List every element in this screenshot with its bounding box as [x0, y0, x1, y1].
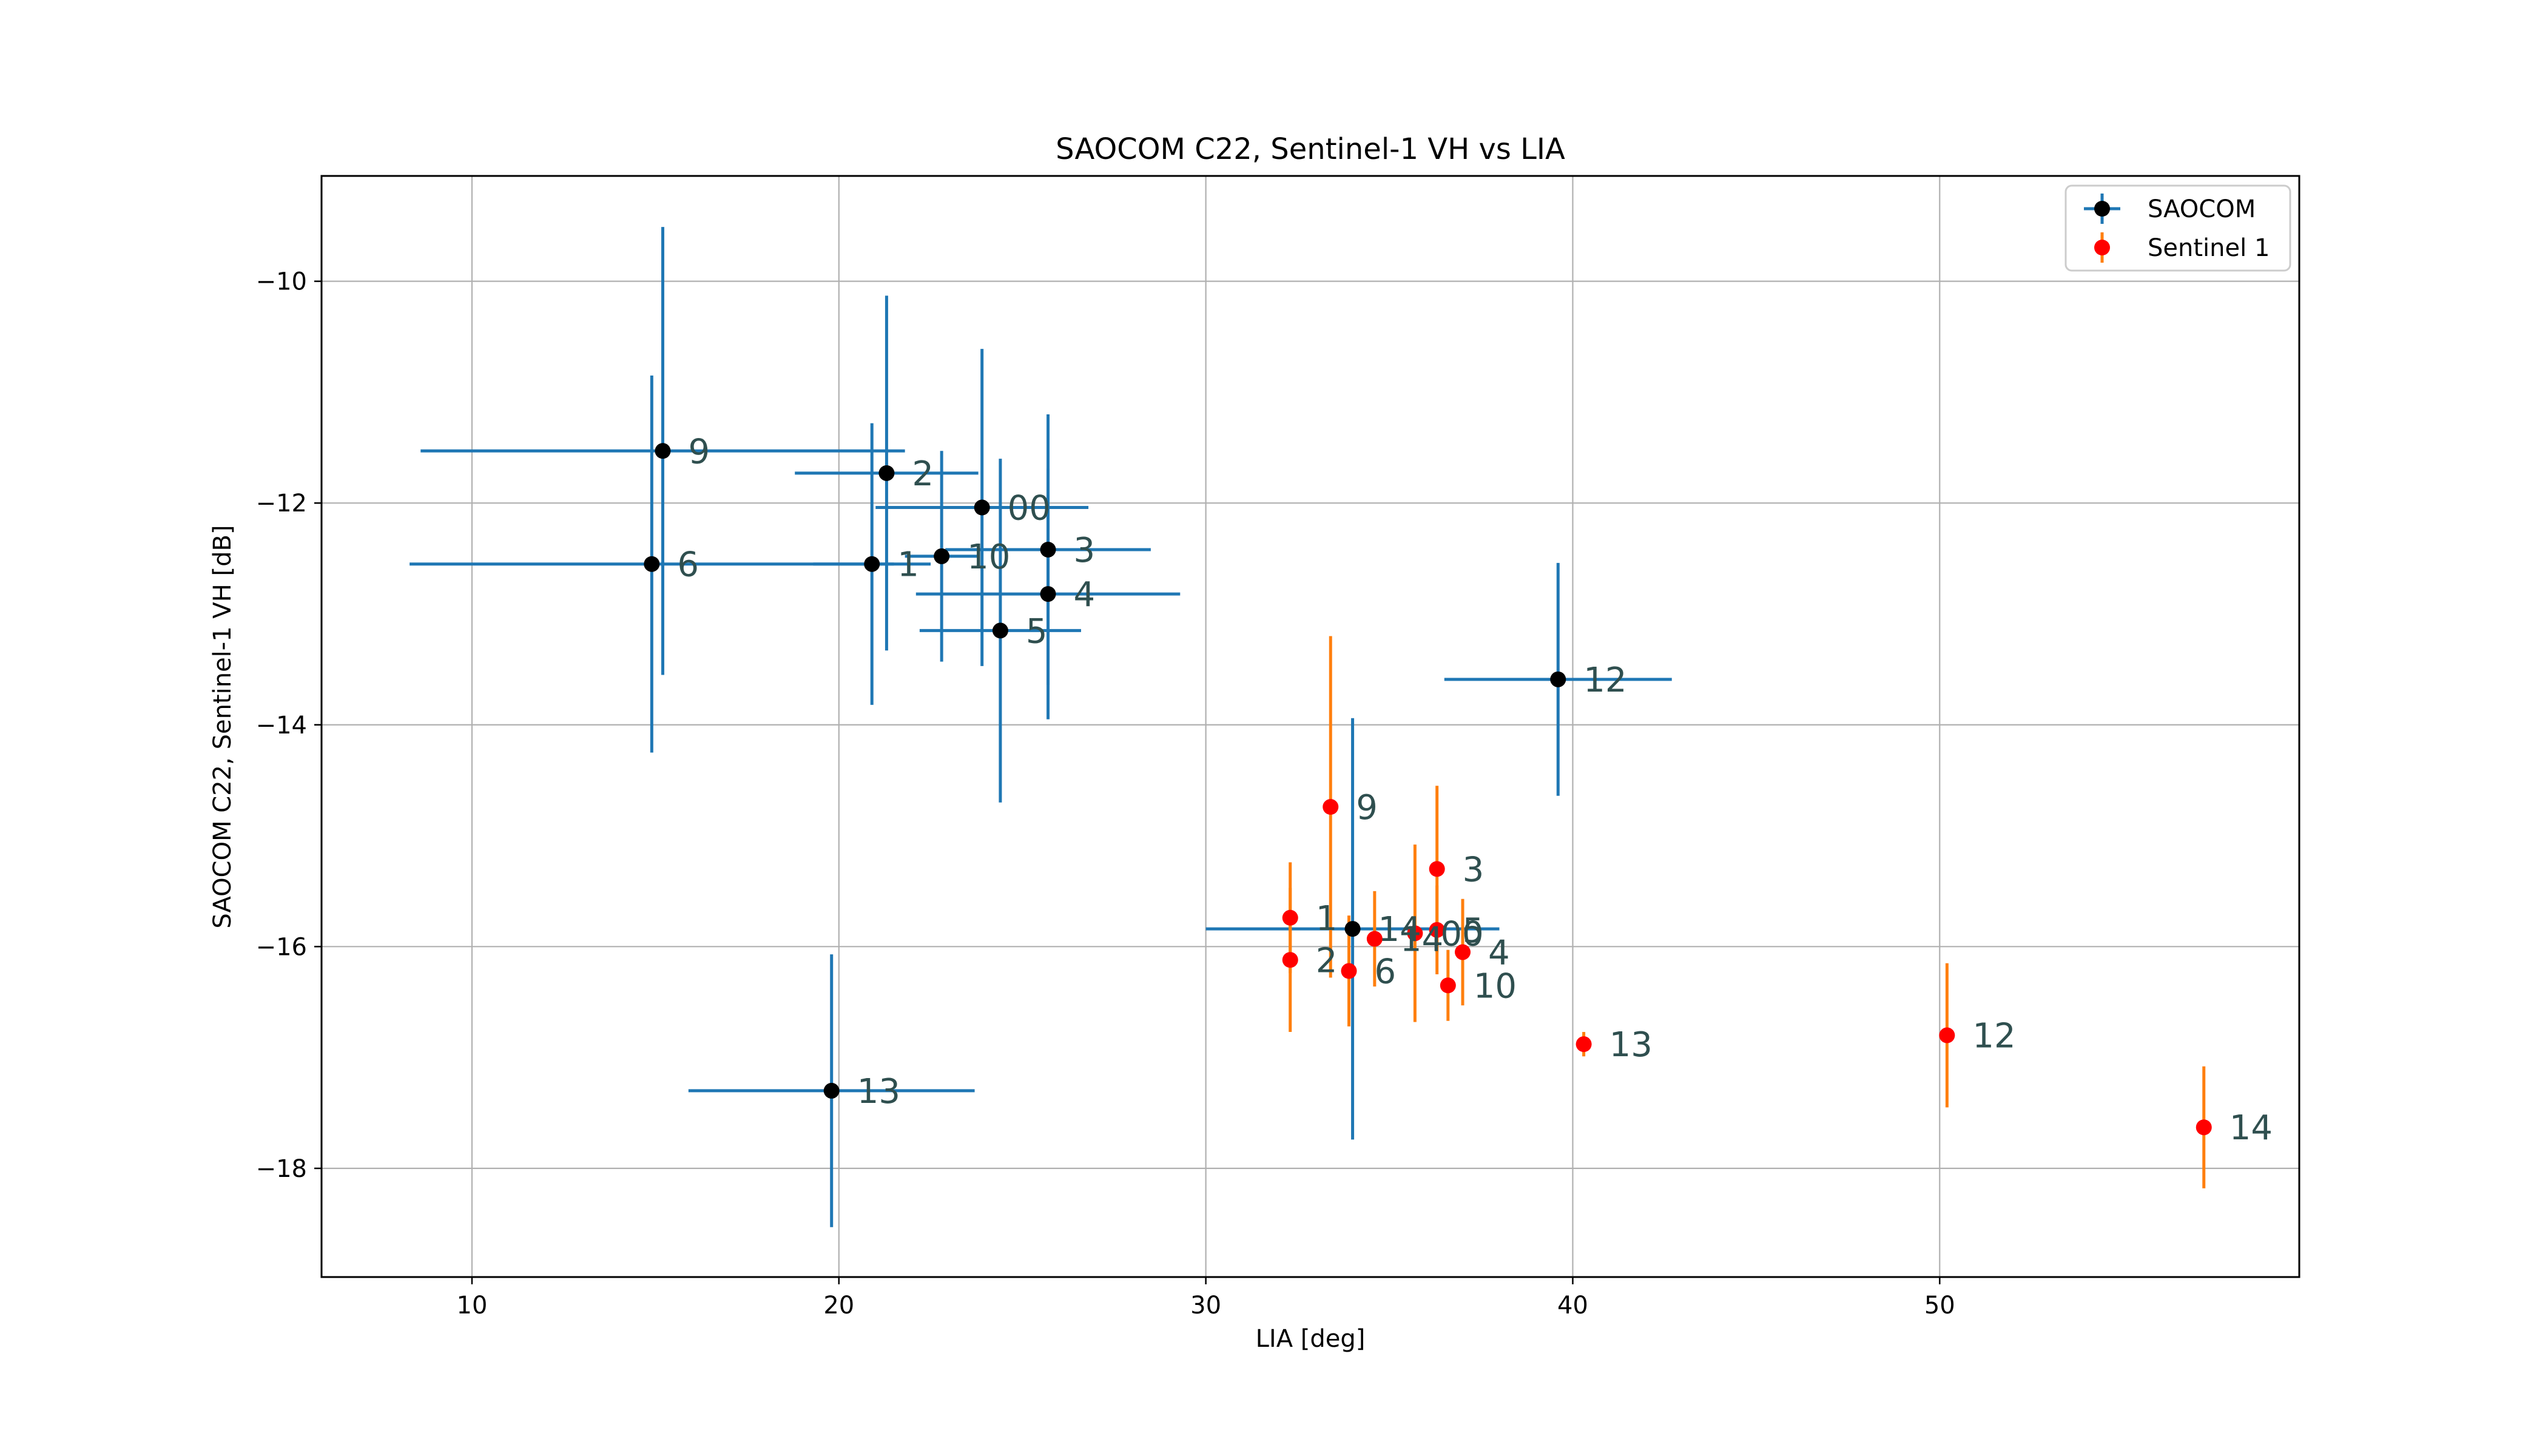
saocom-point-marker	[823, 1082, 840, 1099]
sentinel-point-marker	[1440, 977, 1456, 994]
sentinel-point-label: 6	[1375, 952, 1397, 992]
x-axis-label: LIA [deg]	[1256, 1325, 1366, 1353]
sentinel-point-marker	[1282, 909, 1298, 926]
saocom-point-marker	[934, 548, 950, 564]
sentinel-point-label: 3	[1463, 850, 1485, 889]
sentinel-point-label: 9	[1356, 788, 1378, 827]
saocom-point-label: 2	[912, 454, 934, 494]
x-tick-label: 10	[457, 1292, 488, 1320]
sentinel-point-label: 12	[1972, 1017, 2015, 1056]
y-tick-label: −16	[256, 933, 307, 961]
sentinel-point-marker	[1407, 925, 1423, 942]
sentinel-point-label: 14	[2230, 1108, 2273, 1148]
y-axis-label: SAOCOM C22, Sentinel-1 VH [dB]	[209, 525, 237, 928]
sentinel-point-label: 10	[1474, 966, 1517, 1006]
saocom-point-marker	[655, 443, 671, 459]
x-tick-label: 50	[1924, 1292, 1955, 1320]
data-markers	[644, 443, 2212, 1136]
sentinel-point-marker	[1455, 944, 1471, 960]
sentinel-point-marker	[1366, 931, 1383, 947]
axis-ticks: 10 20 30 40 50 −10 −12 −14 −16 −18	[256, 268, 1955, 1320]
saocom-point-marker	[992, 622, 1008, 639]
sentinel-point-label: 4	[1488, 933, 1510, 972]
legend-sentinel-marker	[2094, 240, 2110, 255]
legend-label-sentinel-1: Sentinel 1	[2148, 234, 2270, 262]
saocom-point-marker	[1040, 541, 1056, 558]
saocom-point-label: 5	[1026, 612, 1048, 651]
saocom-point-label: 1	[897, 545, 919, 585]
saocom-point-label: 9	[688, 432, 710, 471]
saocom-point-label: 14	[1378, 910, 1421, 949]
sentinel-point-marker	[1323, 799, 1339, 815]
saocom-point-marker	[644, 556, 660, 572]
saocom-point-label: 00	[1008, 489, 1051, 528]
sentinel-point-label: 5	[1463, 911, 1485, 951]
legend: SAOCOM Sentinel 1	[2064, 184, 2291, 272]
sentinel-point-marker	[1429, 922, 1445, 938]
saocom-point-label: 12	[1583, 661, 1626, 700]
legend-saocom-marker	[2094, 201, 2110, 217]
chart-title: SAOCOM C22, Sentinel-1 VH vs LIA	[1056, 132, 1565, 166]
sentinel-point-marker	[1576, 1036, 1592, 1053]
saocom-point-label: 4	[1074, 575, 1096, 615]
y-tick-label: −14	[256, 712, 307, 740]
sentinel-point-marker	[1429, 861, 1445, 877]
saocom-point-marker	[1344, 921, 1361, 937]
saocom-point-marker	[1550, 671, 1566, 687]
saocom-point-marker	[974, 499, 990, 516]
sentinel-point-label: 00	[1440, 914, 1483, 954]
saocom-point-marker	[878, 465, 895, 481]
sentinel-point-marker	[1939, 1027, 1955, 1043]
sentinel-point-marker	[1341, 963, 1357, 979]
saocom-point-label: 3	[1074, 531, 1096, 570]
saocom-point-label: 10	[967, 538, 1010, 577]
sentinel-point-marker	[2196, 1119, 2212, 1136]
sentinel-point-label: 2	[1316, 941, 1338, 980]
x-tick-label: 20	[823, 1292, 854, 1320]
legend-box	[2064, 184, 2291, 272]
x-tick-label: 40	[1557, 1292, 1588, 1320]
sentinel-point-label: 14	[1400, 920, 1443, 960]
sentinel-point-label: 13	[1609, 1025, 1653, 1065]
y-tick-label: −18	[256, 1155, 307, 1183]
x-tick-label: 30	[1190, 1292, 1221, 1320]
saocom-point-marker	[864, 556, 880, 572]
saocom-point-marker	[1040, 586, 1056, 602]
sentinel-point-label: 1	[1316, 899, 1338, 939]
saocom-point-label: 13	[857, 1072, 900, 1111]
sentinel-point-marker	[1282, 952, 1298, 968]
legend-label-saocom: SAOCOM	[2148, 195, 2256, 223]
y-tick-label: −10	[256, 268, 307, 296]
y-tick-label: −12	[256, 490, 307, 517]
plot-frame	[320, 175, 2300, 1278]
saocom-point-label: 6	[677, 545, 699, 585]
